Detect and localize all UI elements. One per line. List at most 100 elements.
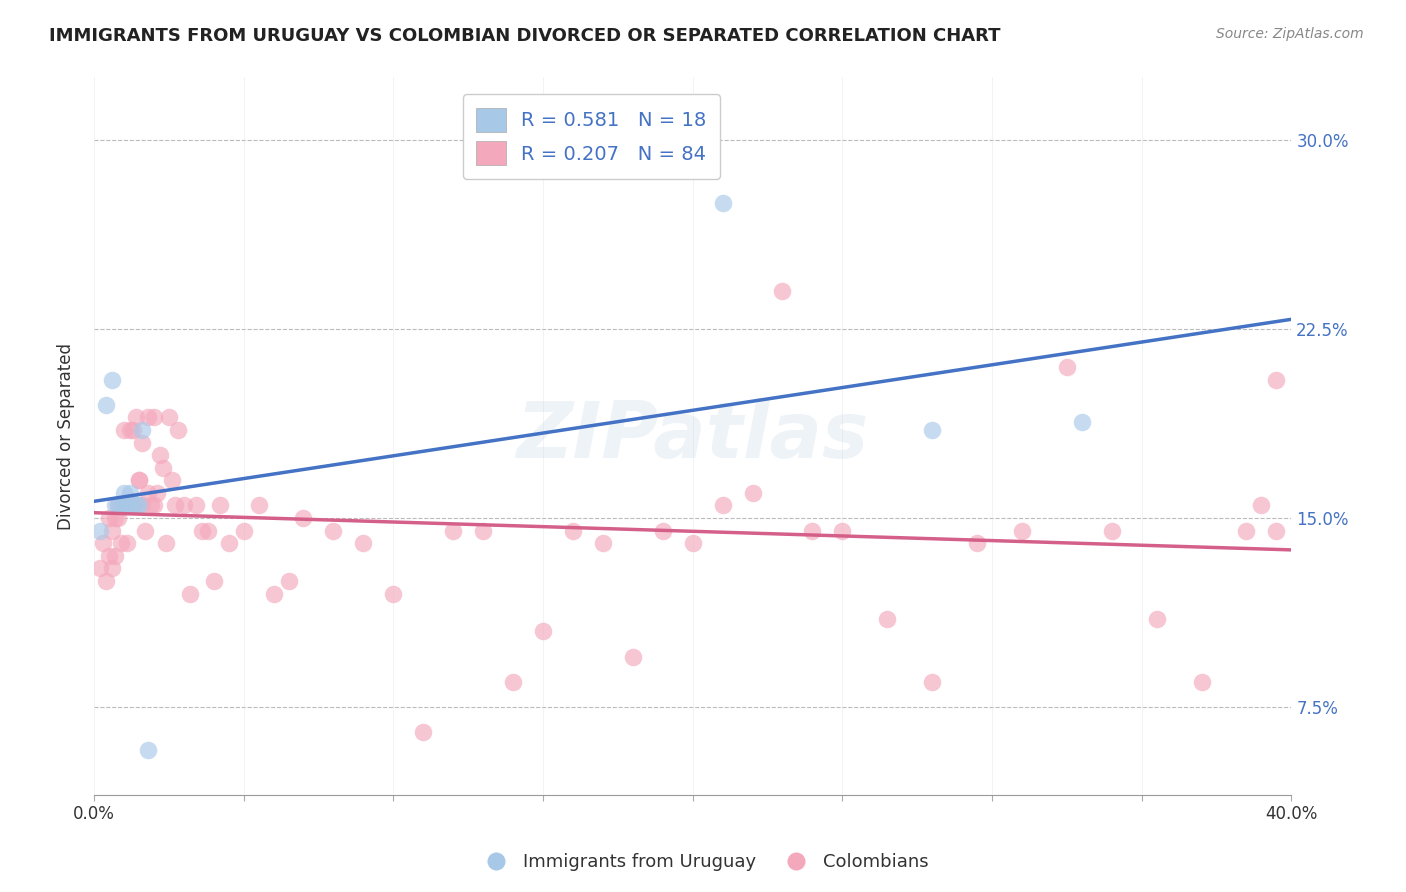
Text: Source: ZipAtlas.com: Source: ZipAtlas.com bbox=[1216, 27, 1364, 41]
Point bbox=[115, 499, 138, 513]
Point bbox=[97, 549, 120, 563]
Point bbox=[94, 398, 117, 412]
Point bbox=[1236, 524, 1258, 538]
Point bbox=[292, 511, 315, 525]
Text: IMMIGRANTS FROM URUGUAY VS COLOMBIAN DIVORCED OR SEPARATED CORRELATION CHART: IMMIGRANTS FROM URUGUAY VS COLOMBIAN DIV… bbox=[49, 27, 1001, 45]
Point bbox=[184, 499, 207, 513]
Point bbox=[263, 586, 285, 600]
Point bbox=[322, 524, 344, 538]
Point bbox=[128, 473, 150, 487]
Point bbox=[94, 574, 117, 588]
Point bbox=[382, 586, 405, 600]
Point bbox=[1070, 416, 1092, 430]
Point bbox=[112, 423, 135, 437]
Point bbox=[179, 586, 201, 600]
Point bbox=[115, 499, 138, 513]
Point bbox=[104, 511, 127, 525]
Point bbox=[152, 460, 174, 475]
Point bbox=[502, 674, 524, 689]
Point bbox=[110, 499, 132, 513]
Point bbox=[741, 486, 763, 500]
Point bbox=[107, 499, 129, 513]
Point bbox=[107, 511, 129, 525]
Point bbox=[801, 524, 824, 538]
Point bbox=[146, 486, 169, 500]
Point bbox=[134, 524, 156, 538]
Point bbox=[441, 524, 464, 538]
Point bbox=[202, 574, 225, 588]
Point bbox=[412, 725, 434, 739]
Point bbox=[561, 524, 583, 538]
Point bbox=[125, 410, 148, 425]
Point bbox=[651, 524, 673, 538]
Point bbox=[97, 511, 120, 525]
Point bbox=[89, 524, 111, 538]
Point bbox=[118, 486, 141, 500]
Point bbox=[157, 410, 180, 425]
Point bbox=[125, 499, 148, 513]
Point bbox=[173, 499, 195, 513]
Point bbox=[110, 536, 132, 550]
Point bbox=[101, 373, 124, 387]
Point bbox=[139, 499, 162, 513]
Point bbox=[682, 536, 704, 550]
Point bbox=[142, 410, 165, 425]
Point bbox=[149, 448, 172, 462]
Point bbox=[112, 499, 135, 513]
Point bbox=[247, 499, 270, 513]
Point bbox=[118, 499, 141, 513]
Y-axis label: Divorced or Separated: Divorced or Separated bbox=[58, 343, 75, 530]
Point bbox=[1265, 524, 1288, 538]
Point bbox=[966, 536, 988, 550]
Point bbox=[711, 196, 734, 211]
Point bbox=[277, 574, 299, 588]
Point bbox=[110, 499, 132, 513]
Text: ZIPatlas: ZIPatlas bbox=[516, 398, 869, 475]
Point bbox=[1250, 499, 1272, 513]
Point bbox=[190, 524, 212, 538]
Point bbox=[208, 499, 231, 513]
Point bbox=[711, 499, 734, 513]
Legend: Immigrants from Uruguay, Colombians: Immigrants from Uruguay, Colombians bbox=[471, 847, 935, 879]
Point bbox=[1056, 359, 1078, 374]
Point bbox=[131, 423, 153, 437]
Point bbox=[128, 473, 150, 487]
Point bbox=[101, 561, 124, 575]
Point bbox=[531, 624, 554, 639]
Point bbox=[104, 499, 127, 513]
Point bbox=[921, 674, 943, 689]
Point bbox=[121, 499, 143, 513]
Point bbox=[118, 423, 141, 437]
Point bbox=[112, 499, 135, 513]
Point bbox=[142, 499, 165, 513]
Point bbox=[107, 499, 129, 513]
Point bbox=[876, 612, 898, 626]
Point bbox=[232, 524, 254, 538]
Point bbox=[115, 536, 138, 550]
Point bbox=[592, 536, 614, 550]
Point bbox=[1011, 524, 1033, 538]
Point bbox=[155, 536, 177, 550]
Point bbox=[1191, 674, 1213, 689]
Point bbox=[136, 743, 159, 757]
Point bbox=[131, 499, 153, 513]
Point bbox=[1265, 373, 1288, 387]
Point bbox=[352, 536, 374, 550]
Point bbox=[121, 423, 143, 437]
Point bbox=[472, 524, 495, 538]
Point bbox=[101, 524, 124, 538]
Point bbox=[160, 473, 183, 487]
Point bbox=[125, 499, 148, 513]
Point bbox=[770, 285, 793, 299]
Point bbox=[131, 435, 153, 450]
Point bbox=[104, 549, 127, 563]
Point bbox=[136, 410, 159, 425]
Point bbox=[921, 423, 943, 437]
Point bbox=[136, 486, 159, 500]
Legend: R = 0.581   N = 18, R = 0.207   N = 84: R = 0.581 N = 18, R = 0.207 N = 84 bbox=[463, 95, 720, 178]
Point bbox=[121, 499, 143, 513]
Point bbox=[163, 499, 186, 513]
Point bbox=[89, 561, 111, 575]
Point bbox=[112, 486, 135, 500]
Point bbox=[621, 649, 644, 664]
